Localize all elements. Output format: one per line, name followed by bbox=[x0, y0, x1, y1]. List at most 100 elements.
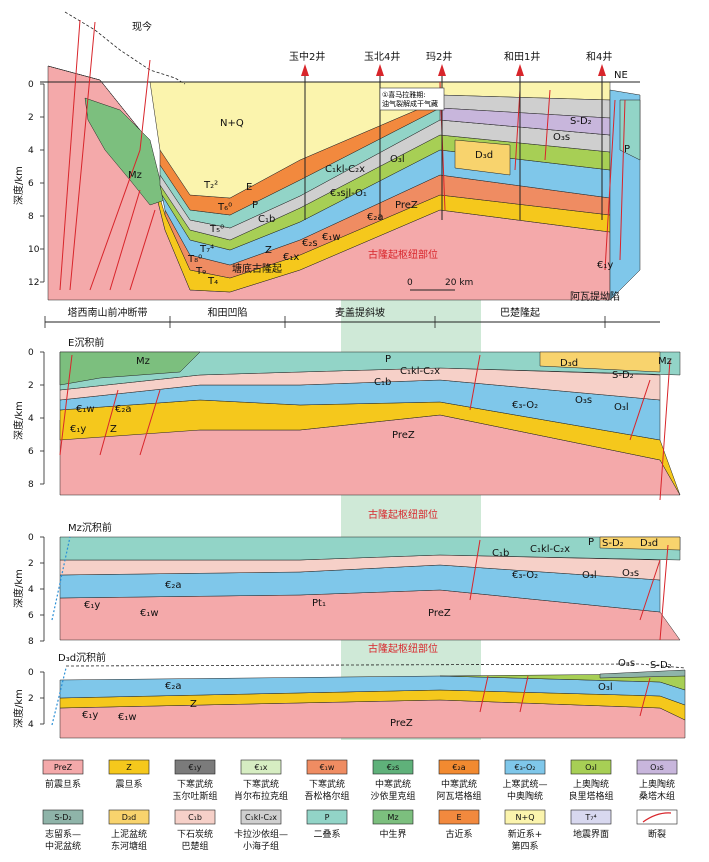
depth-tick-label: 6 bbox=[28, 179, 34, 189]
depth-tick-label: 12 bbox=[28, 278, 39, 288]
legend-label: 上奥陶统 bbox=[573, 778, 609, 790]
legend-item: Z 震旦系 bbox=[108, 759, 150, 790]
label-e3o2: €₃-O₂ bbox=[512, 570, 538, 581]
legend-label-2: 东河塘组 bbox=[111, 840, 147, 852]
legend-swatch bbox=[570, 809, 612, 825]
legend-item: P 二叠系 bbox=[306, 809, 348, 840]
label-sd2: S-D₂ bbox=[650, 660, 672, 671]
legend-swatch bbox=[42, 759, 84, 775]
depth-tick-label: 8 bbox=[28, 212, 34, 222]
unit-p bbox=[59, 536, 681, 561]
label-z: Z bbox=[265, 245, 272, 256]
legend-code: D₃d bbox=[122, 813, 136, 822]
well-name: 玛2井 bbox=[426, 50, 452, 63]
region-label: 巴楚隆起 bbox=[500, 306, 540, 319]
axis-label: 深度/km bbox=[12, 401, 25, 440]
label-d3d: D₃d bbox=[475, 150, 493, 161]
legend-label: 上奥陶统 bbox=[639, 778, 675, 790]
present-topo bbox=[64, 11, 186, 85]
legend-code: C₁b bbox=[188, 813, 202, 822]
depth-tick-label: 6 bbox=[28, 447, 34, 457]
fault-9 bbox=[604, 99, 616, 271]
fault-2 bbox=[99, 389, 119, 456]
dashed-edge bbox=[51, 667, 67, 726]
legend-item: €₃-O₂ 上寒武统—中奥陶统 bbox=[502, 759, 548, 802]
label-arch: 古隆起枢纽部位 bbox=[368, 642, 438, 655]
fault-3 bbox=[659, 544, 669, 641]
legend-label-2: 桑塔木组 bbox=[639, 790, 675, 802]
fault-3 bbox=[139, 389, 161, 456]
fault-7 bbox=[514, 89, 521, 171]
legend-label-2: 良里塔格组 bbox=[568, 790, 613, 802]
label-present: 现今 bbox=[132, 20, 152, 33]
label-t5: T₅⁰ bbox=[209, 224, 224, 235]
legend-code: N+Q bbox=[516, 813, 535, 822]
well-name: 玉北4井 bbox=[364, 50, 400, 63]
legend-label-2: 肖尔布拉克组 bbox=[234, 790, 288, 802]
unit-mz-wedge bbox=[84, 97, 166, 206]
label-e1x: €₁x bbox=[283, 252, 299, 263]
label-c1b: C₁b bbox=[258, 214, 275, 225]
legend-swatch bbox=[372, 809, 414, 825]
label-e1w: €₁w bbox=[140, 608, 159, 619]
depth-tick-label: 0 bbox=[28, 80, 34, 90]
label-e1y: €₁y bbox=[82, 710, 98, 721]
label-sd2: S-D₂ bbox=[612, 370, 634, 381]
legend-item: Mz 中生界 bbox=[372, 809, 414, 840]
depth-tick-label: 0 bbox=[28, 348, 34, 358]
fault-8 bbox=[544, 89, 551, 161]
label-ne: NE bbox=[614, 70, 628, 81]
depth-tick-label: 4 bbox=[28, 414, 34, 424]
legend-swatch bbox=[504, 759, 546, 775]
legend-item: S-D₂ 志留系—中泥盆统 bbox=[42, 809, 84, 852]
fault-2 bbox=[639, 559, 661, 621]
label-e1y: €₁y bbox=[597, 260, 613, 271]
legend-label: 地震界面 bbox=[573, 828, 609, 840]
label-e2s: €₂s bbox=[302, 238, 318, 249]
depth-tick-label: 0 bbox=[28, 533, 34, 543]
panel-title: D₃d沉积前 bbox=[58, 651, 106, 664]
label-nq: N+Q bbox=[220, 118, 244, 129]
legend-swatch bbox=[42, 809, 84, 825]
legend-label-2: 沙依里克组 bbox=[370, 790, 415, 802]
legend-code: €₃-O₂ bbox=[515, 763, 536, 772]
label-e1y: €₁y bbox=[70, 424, 86, 435]
legend-swatch bbox=[504, 809, 546, 825]
unit-p bbox=[59, 351, 681, 391]
legend-code: €₁x bbox=[254, 763, 267, 772]
legend-label-2: 玉尔吐斯组 bbox=[172, 790, 217, 802]
label-sd2: S-D₂ bbox=[602, 538, 624, 549]
region-label: 塔西南山前冲断带 bbox=[68, 306, 148, 319]
legend-item: E 古近系 bbox=[438, 809, 480, 840]
fault-4 bbox=[469, 354, 481, 411]
label-d3d: D₃d bbox=[560, 358, 578, 369]
panel-e-prior: 0 2 4 6 8 E沉积前 深度/km Mz Mz P C₁kl-C₂x C₁b D₃… bbox=[12, 336, 681, 521]
fault-2 bbox=[519, 675, 529, 713]
legend-swatch bbox=[108, 809, 150, 825]
label-e1w: €₁w bbox=[76, 404, 95, 415]
legend-swatch bbox=[570, 759, 612, 775]
depth-tick-label: 2 bbox=[28, 559, 34, 569]
legend-label: 断裂 bbox=[648, 828, 666, 840]
fault-6 bbox=[659, 359, 671, 501]
label-o3l: O₃l bbox=[582, 570, 597, 581]
axis-label: 深度/km bbox=[12, 689, 25, 728]
legend-label: 下寒武统 bbox=[177, 778, 213, 790]
legend-label-2: 吾松格尔组 bbox=[304, 790, 349, 802]
axis-label: 深度/km bbox=[12, 166, 25, 205]
label-pt1: Pt₁ bbox=[312, 598, 326, 609]
label-p: P bbox=[252, 200, 258, 211]
derrick-icon bbox=[438, 64, 446, 76]
label-awati-p: P bbox=[624, 144, 630, 155]
panel-title: Mz沉积前 bbox=[68, 521, 112, 534]
label-cklc2x: C₁kl-C₂x bbox=[530, 544, 570, 555]
unit-mz bbox=[59, 351, 201, 386]
depth-tick-label: 6 bbox=[28, 611, 34, 621]
